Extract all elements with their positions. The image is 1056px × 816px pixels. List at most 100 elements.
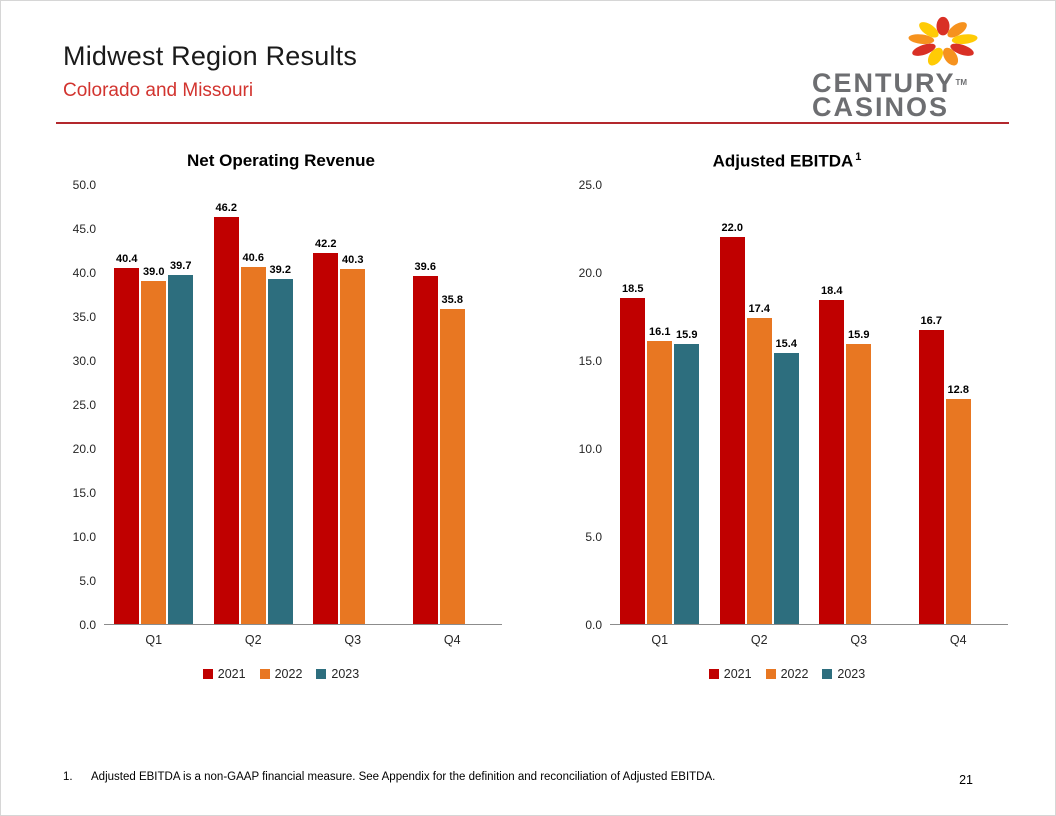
x-axis-label-q2: Q2 (750, 633, 768, 647)
y-axis-label: 15.0 (578, 354, 602, 368)
bar-value-label: 22.0 (721, 221, 743, 234)
bar-slot: 16.7 (918, 185, 944, 624)
plot: 0.0 5.0 10.0 15.0 20.0 25.0 18.5 16.1 15.9 Q1 22.… (562, 177, 1012, 655)
legend-label: 2021 (217, 667, 246, 681)
bar-slot: 35.8 (439, 185, 465, 624)
bar-slot (873, 185, 898, 624)
x-axis-label-q3: Q3 (344, 633, 362, 647)
chart-title-text: Adjusted EBITDA (712, 151, 854, 171)
y-axis-label: 10.0 (72, 530, 96, 544)
y-axis-label: 10.0 (578, 442, 602, 456)
bar-value-label: 42.2 (315, 237, 337, 250)
legend-item-2022: 2022 (259, 667, 303, 681)
net-operating-revenue-chart: Net Operating Revenue 0.0 5.0 10.0 15.0 20.0… (56, 151, 506, 681)
bar-q2-2023: 39.2 (267, 264, 293, 624)
y-axis-label: 0.0 (79, 618, 96, 632)
legend: 2021 2022 2023 (562, 667, 1012, 681)
bar-q4-2022: 12.8 (945, 384, 971, 624)
bar-slot: 42.2 (313, 185, 339, 624)
page-number: 21 (959, 773, 973, 787)
bar-value-label: 16.1 (649, 325, 671, 338)
bar-value-label: 40.4 (116, 253, 138, 266)
bar-value-label: 15.9 (676, 329, 698, 342)
legend-swatch (316, 669, 327, 679)
bar-slot (973, 185, 998, 624)
legend-label: 2023 (837, 667, 866, 681)
bar-group-q4: 16.7 12.8 Q4 (909, 185, 1009, 647)
bar-slot: 40.3 (340, 185, 366, 624)
y-axis: 0.0 5.0 10.0 15.0 20.0 25.0 30.0 35.0 40.0 45.0 50… (56, 178, 98, 632)
bar-slot: 46.2 (213, 185, 239, 624)
bar-group-q3: 18.4 15.9 Q3 (809, 185, 909, 647)
bar-q1-2023: 15.9 (674, 329, 700, 624)
chart-title: Net Operating Revenue (56, 151, 506, 177)
bar-value-label: 15.4 (775, 337, 797, 350)
y-axis-label: 30.0 (72, 354, 96, 368)
y-axis-label: 5.0 (585, 530, 602, 544)
bar-q2-2022: 40.6 (240, 252, 266, 624)
legend-item-2023: 2023 (316, 667, 359, 681)
chart-title-text: Net Operating Revenue (187, 151, 375, 170)
y-axis-label: 5.0 (79, 574, 96, 588)
bar-value-label: 16.7 (920, 315, 942, 328)
legend-label: 2022 (274, 667, 303, 681)
x-axis-label-q3: Q3 (850, 633, 868, 647)
x-axis-label-q4: Q4 (949, 633, 967, 647)
legend-item-2021: 2021 (202, 667, 246, 681)
bar-slot: 40.6 (240, 185, 266, 624)
bar-value-label: 39.6 (414, 260, 436, 273)
bar-q3-2022: 40.3 (340, 254, 366, 624)
bar-slot: 15.9 (846, 185, 872, 624)
bar-slot: 39.0 (141, 185, 167, 624)
x-axis-label-q2: Q2 (244, 633, 262, 647)
adjusted-ebitda-chart: Adjusted EBITDA 1 0.0 5.0 10.0 15.0 20.0 25.0 … (562, 151, 1012, 681)
bar-slot: 18.4 (819, 185, 845, 624)
x-axis-label-q4: Q4 (443, 633, 461, 647)
y-axis-label: 25.0 (578, 178, 602, 192)
footnote: 1. Adjusted EBITDA is a non-GAAP financi… (63, 771, 715, 783)
bar-slot: 39.7 (168, 185, 194, 624)
bar-group-q1: 18.5 16.1 15.9 Q1 (610, 185, 710, 647)
bar-q1-2022: 39.0 (141, 266, 167, 624)
y-axis-label: 45.0 (72, 222, 96, 236)
header-divider (56, 122, 1009, 124)
bar-slot: 15.4 (773, 185, 799, 624)
plot: 0.0 5.0 10.0 15.0 20.0 25.0 30.0 35.0 40.0 45.0 50… (56, 177, 506, 655)
y-axis-label: 20.0 (72, 442, 96, 456)
legend-item-2021: 2021 (708, 667, 752, 681)
bar-q2-2023: 15.4 (773, 338, 799, 624)
legend-swatch (202, 669, 213, 679)
legend-item-2022: 2022 (765, 667, 809, 681)
legend-swatch (765, 669, 776, 679)
y-axis: 0.0 5.0 10.0 15.0 20.0 25.0 (562, 178, 604, 632)
bar-slot: 39.6 (412, 185, 438, 624)
bar-value-label: 18.5 (622, 283, 644, 296)
bar-q1-2023: 39.7 (168, 260, 194, 624)
logo-line1: CENTURY (812, 68, 956, 98)
footnote-marker: 1. (63, 771, 73, 783)
bar-value-label: 39.7 (170, 259, 192, 272)
bar-group-q4: 39.6 35.8 Q4 (403, 185, 503, 647)
bar-value-label: 39.2 (269, 264, 291, 277)
bar-value-label: 40.3 (342, 254, 364, 267)
logo-line2: CASINOS (812, 92, 950, 122)
y-axis-label: 40.0 (72, 266, 96, 280)
y-axis-label: 50.0 (72, 178, 96, 192)
legend-swatch (822, 669, 833, 679)
bar-value-label: 35.8 (441, 293, 463, 306)
bar-value-label: 39.0 (143, 265, 165, 278)
bar-value-label: 17.4 (748, 302, 770, 315)
legend-label: 2022 (780, 667, 809, 681)
bar-slot (367, 185, 392, 624)
y-axis-label: 20.0 (578, 266, 602, 280)
legend-swatch (259, 669, 270, 679)
bar-value-label: 15.9 (848, 329, 870, 342)
bar-group-q2: 46.2 40.6 39.2 Q2 (204, 185, 304, 647)
bar-q2-2022: 17.4 (746, 303, 772, 624)
bar-slot: 40.4 (114, 185, 140, 624)
y-axis-label: 0.0 (585, 618, 602, 632)
logo-text: CENTURYTM CASINOS (812, 68, 967, 122)
bar-q3-2021: 18.4 (819, 285, 845, 624)
y-axis-label: 15.0 (72, 486, 96, 500)
